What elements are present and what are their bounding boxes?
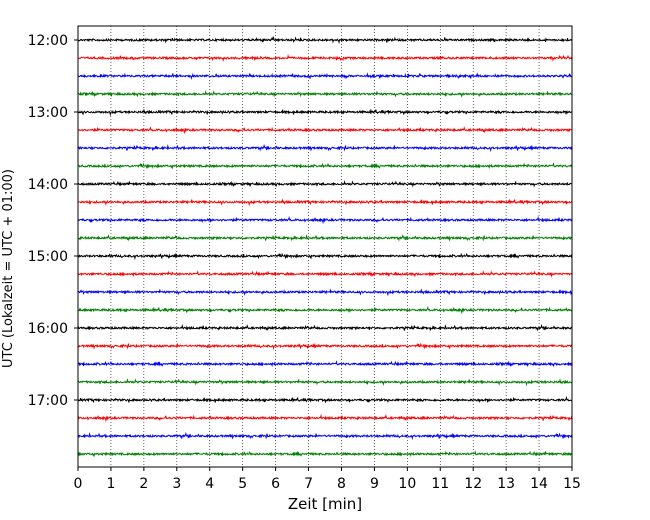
x-tick-label: 13	[497, 476, 515, 492]
x-tick-label: 7	[304, 476, 313, 492]
trace-line	[77, 72, 573, 81]
x-tick-label: 12	[464, 476, 482, 492]
x-tick-label: 10	[398, 476, 416, 492]
y-axis-ticks: 12:00 13:00 14:00 15:00 16:00 17:00	[28, 33, 78, 409]
x-tick-label: 0	[74, 476, 83, 492]
x-tick-label: 2	[139, 476, 148, 492]
trace-line	[77, 342, 573, 351]
y-tick-label: 15:00	[28, 249, 68, 265]
x-tick-label: 1	[106, 476, 115, 492]
plot-frame	[77, 25, 573, 468]
trace-line	[77, 126, 573, 135]
y-tick-label: 16:00	[28, 321, 68, 337]
trace-line	[77, 89, 573, 98]
y-tick-label: 14:00	[28, 177, 68, 193]
x-tick-label: 11	[431, 476, 449, 492]
y-axis-title: UTC (Lokalzeit = UTC + 01:00)	[1, 169, 16, 368]
trace-line	[77, 198, 573, 207]
trace-line	[77, 323, 573, 332]
trace-line	[77, 108, 573, 117]
y-tick-label: 17:00	[28, 393, 68, 409]
trace-line	[77, 179, 573, 188]
trace-line	[77, 450, 573, 458]
y-tick-label: 12:00	[28, 33, 68, 49]
trace-line	[77, 143, 573, 153]
trace-line	[77, 306, 573, 315]
trace-line	[77, 377, 573, 387]
trace-line	[77, 252, 573, 261]
trace-line	[77, 396, 573, 404]
x-tick-label: 3	[172, 476, 181, 492]
trace-line	[77, 215, 573, 225]
x-tick-label: 9	[370, 476, 379, 492]
x-tick-label: 15	[563, 476, 581, 492]
trace-line	[77, 233, 573, 242]
x-tick-label: 4	[205, 476, 214, 492]
trace-line	[77, 360, 573, 368]
x-tick-label: 6	[271, 476, 280, 492]
trace-line	[77, 288, 573, 297]
x-axis-title: Zeit [min]	[288, 495, 362, 513]
trace-line	[77, 413, 573, 423]
trace-line	[77, 431, 573, 441]
seismic-traces	[77, 35, 573, 458]
y-tick-label: 13:00	[28, 105, 68, 121]
x-tick-label: 8	[337, 476, 346, 492]
x-tick-label: 5	[238, 476, 247, 492]
trace-line	[77, 35, 573, 45]
trace-line	[77, 269, 573, 278]
x-axis-ticks: 0 1 2 3 4 5 6 7 8 9 10 11 12 13 14 15	[74, 467, 581, 492]
x-tick-label: 14	[530, 476, 548, 492]
trace-line	[77, 54, 573, 63]
trace-line	[77, 162, 573, 170]
